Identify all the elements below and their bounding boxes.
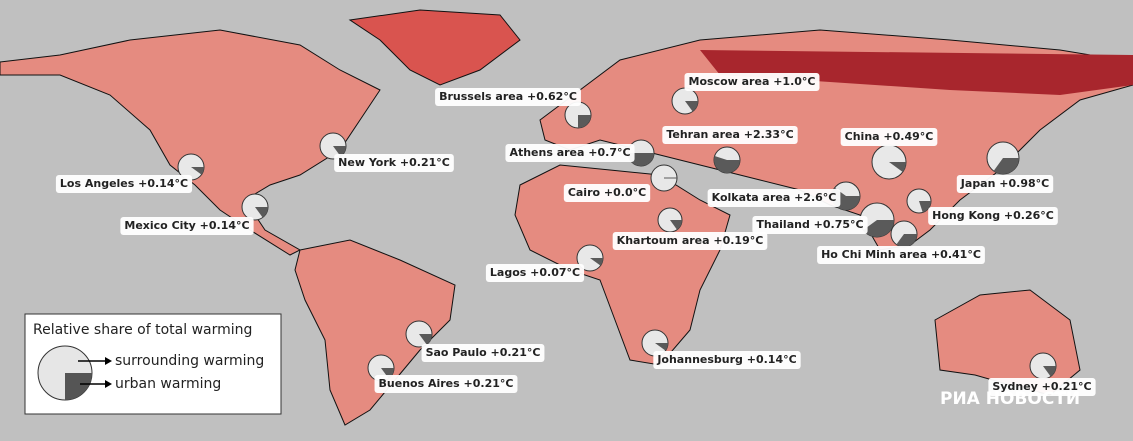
label-box (505, 144, 635, 162)
city-label: Mexico City +0.14°C (124, 219, 249, 232)
city-label: Brussels area +0.62°C (439, 90, 577, 103)
city-label: New York +0.21°C (338, 156, 450, 169)
pie-urban (714, 155, 740, 173)
legend-arrowhead (105, 357, 112, 365)
label-box (684, 73, 820, 91)
city: New York +0.21°C (319, 132, 454, 172)
city-label: Moscow area +1.0°C (689, 75, 816, 88)
pie-urban (419, 334, 432, 345)
city: Los Angeles +0.14°C (55, 153, 205, 193)
city: Brussels area +0.62°C (435, 88, 592, 129)
city-label: China +0.49°C (845, 130, 934, 143)
label-box (662, 126, 798, 144)
city: Tehran area +2.33°C (662, 126, 798, 174)
siberia-hot (700, 50, 1133, 95)
city: Moscow area +1.0°C (671, 73, 820, 115)
pie-urban (578, 115, 591, 128)
city-label: Thailand +0.75°C (756, 218, 863, 231)
city: Athens area +0.7°C (505, 139, 655, 167)
label-box (817, 246, 985, 264)
label-box (612, 232, 768, 250)
south-america (294, 239, 456, 426)
city-label: Tehran area +2.33°C (666, 128, 793, 141)
city: Kolkata area +2.6°C (707, 181, 861, 211)
pie-urban (919, 201, 931, 213)
city-label: Ho Chi Minh area +0.41°C (821, 248, 981, 261)
label-box (421, 344, 545, 362)
label-box (752, 216, 868, 234)
city-label: Lagos +0.07°C (490, 266, 580, 279)
label-box (120, 217, 254, 235)
city: Cairo +0.0°C (563, 164, 678, 202)
city: Buenos Aires +0.21°C (367, 354, 518, 393)
city-label: Sao Paulo +0.21°C (426, 346, 541, 359)
city: Japan +0.98°C (956, 141, 1054, 193)
label-box (485, 264, 585, 282)
city-label: Japan +0.98°C (960, 177, 1049, 190)
pie-urban (889, 162, 906, 172)
city-label: Kolkata area +2.6°C (712, 191, 837, 204)
cities: Brussels area +0.62°C Moscow area +1.0°C A… (55, 73, 1096, 396)
city: Lagos +0.07°C (485, 244, 604, 282)
city: China +0.49°C (840, 128, 938, 180)
city-label: Athens area +0.7°C (509, 146, 630, 159)
pie-urban (670, 220, 682, 230)
label-box (707, 189, 841, 207)
label-box (374, 375, 518, 393)
city-label: Los Angeles +0.14°C (60, 177, 188, 190)
legend-urban: urban warming (115, 376, 221, 392)
legend-title: Relative share of total warming (33, 322, 252, 338)
city: Hong Kong +0.26°C (906, 188, 1058, 225)
pie-urban (655, 343, 668, 351)
legend-wedge (65, 373, 92, 400)
city: Mexico City +0.14°C (120, 193, 269, 235)
city: Johannesburg +0.14°C (641, 329, 801, 369)
label-box (928, 207, 1058, 225)
city-label: Sydney +0.21°C (992, 380, 1091, 393)
label-box (334, 154, 454, 172)
label-box (435, 88, 581, 106)
city: Thailand +0.75°C (752, 202, 895, 238)
pie-urban (863, 220, 894, 237)
city: Ho Chi Minh area +0.41°C (817, 220, 985, 264)
city-label: Cairo +0.0°C (568, 186, 646, 199)
pie-urban (191, 167, 204, 175)
city-label: Khartoum area +0.19°C (617, 234, 764, 247)
label-box (988, 378, 1096, 396)
city-label: Buenos Aires +0.21°C (379, 377, 514, 390)
label-box (956, 175, 1054, 193)
label-box (563, 184, 651, 202)
pie-urban (1043, 366, 1056, 377)
pie-urban (685, 101, 698, 112)
city: Sydney +0.21°C (988, 352, 1096, 396)
legend-surrounding: surrounding warming (115, 353, 264, 369)
pie-urban (255, 207, 268, 218)
pie-urban (333, 146, 346, 157)
city-label: Johannesburg +0.14°C (656, 353, 796, 366)
greenland (348, 9, 521, 86)
pie-urban (590, 258, 603, 266)
city-label: Hong Kong +0.26°C (932, 209, 1054, 222)
city: Sao Paulo +0.21°C (405, 320, 545, 362)
label-box (653, 351, 801, 369)
legend: Relative share of total warming surround… (24, 313, 282, 415)
label-box (55, 175, 193, 193)
label-box (840, 128, 938, 146)
legend-arrowhead (105, 380, 112, 388)
city: Khartoum area +0.19°C (612, 207, 768, 250)
pie-urban (896, 234, 917, 248)
pie-urban (993, 158, 1019, 174)
